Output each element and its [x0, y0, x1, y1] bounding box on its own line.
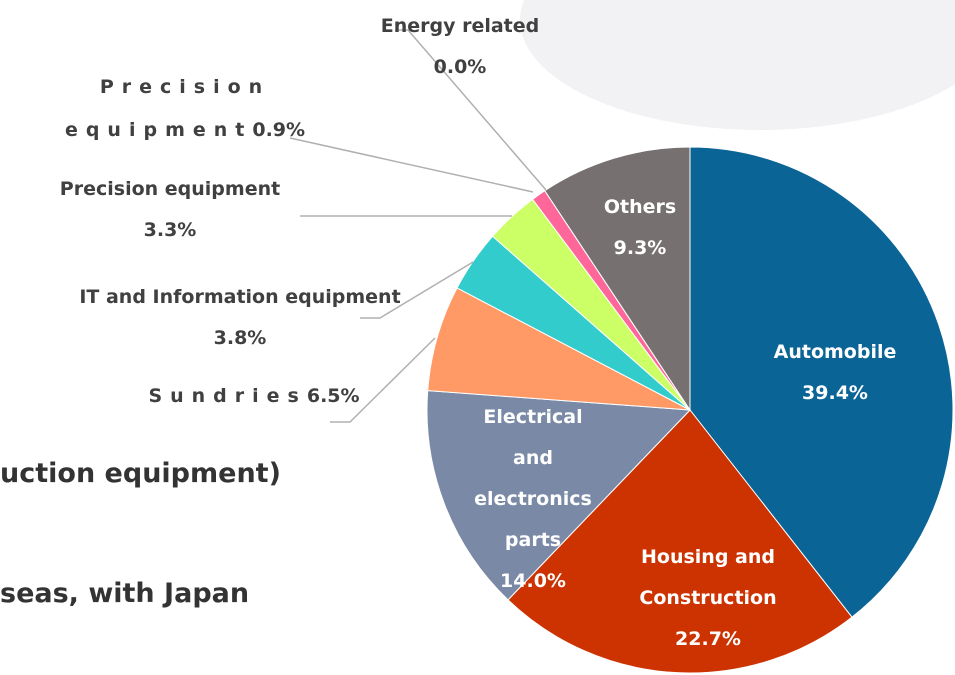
background-shape [520, 0, 955, 130]
value-label: 0.9% [252, 119, 306, 141]
pie-slice [544, 146, 691, 412]
leader-line [330, 337, 436, 423]
category-label: Housing and Construction [639, 546, 777, 609]
leader-lines [289, 29, 547, 423]
slice-label: Sundries6.5% [140, 375, 368, 418]
category-label: Energy related [380, 15, 540, 37]
value-label: 14.0% [500, 570, 566, 592]
slice-label: Electrical and electronics parts 14.0% [463, 397, 603, 602]
slices [426, 146, 954, 674]
slice-label: Housing and Construction 22.7% [623, 537, 793, 660]
pie-slice [426, 390, 692, 601]
category-label: Electrical and electronics parts [474, 406, 592, 551]
value-label: 6.5% [306, 385, 360, 407]
value-label: 22.7% [675, 628, 741, 650]
value-label: 3.8% [213, 327, 267, 349]
value-label: 9.3% [613, 237, 667, 259]
category-label: IT and Information equipment [79, 286, 401, 308]
value-label: 0.0% [433, 56, 487, 78]
background-text: uction equipment) [0, 458, 281, 489]
slice-label: Precision equipment 3.3% [20, 169, 320, 251]
category-label: Others [603, 196, 677, 218]
category-label: Precision equipment [59, 178, 281, 200]
slice-label: Energy related 0.0% [340, 6, 580, 88]
slice-label: Automobile 39.4% [735, 332, 935, 414]
value-label: 39.4% [802, 382, 868, 404]
category-label: Automobile [773, 341, 897, 363]
background-text: seas, with Japan [0, 578, 250, 609]
value-label: 3.3% [143, 219, 197, 241]
category-label: Precision equipment [64, 76, 271, 141]
pie-slice [507, 409, 853, 674]
category-label: Sundries [148, 385, 307, 407]
slice-label: Precision equipment0.9% [50, 66, 320, 152]
leader-line [360, 261, 474, 319]
slice-label: Others 9.3% [580, 187, 700, 269]
leader-line [289, 137, 534, 193]
pie-slice [689, 146, 954, 618]
slice-label: IT and Information equipment 3.8% [30, 277, 450, 359]
leader-line [395, 29, 547, 191]
